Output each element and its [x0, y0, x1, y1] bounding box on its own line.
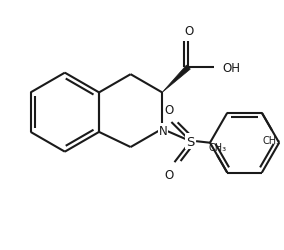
Text: S: S: [186, 135, 195, 148]
Text: O: O: [164, 168, 174, 181]
Polygon shape: [162, 66, 190, 93]
Text: CH₃: CH₃: [209, 142, 227, 152]
Text: O: O: [164, 104, 174, 117]
Text: O: O: [184, 25, 194, 38]
Text: OH: OH: [222, 61, 240, 74]
Text: N: N: [159, 124, 168, 137]
Text: CH₃: CH₃: [263, 135, 281, 145]
